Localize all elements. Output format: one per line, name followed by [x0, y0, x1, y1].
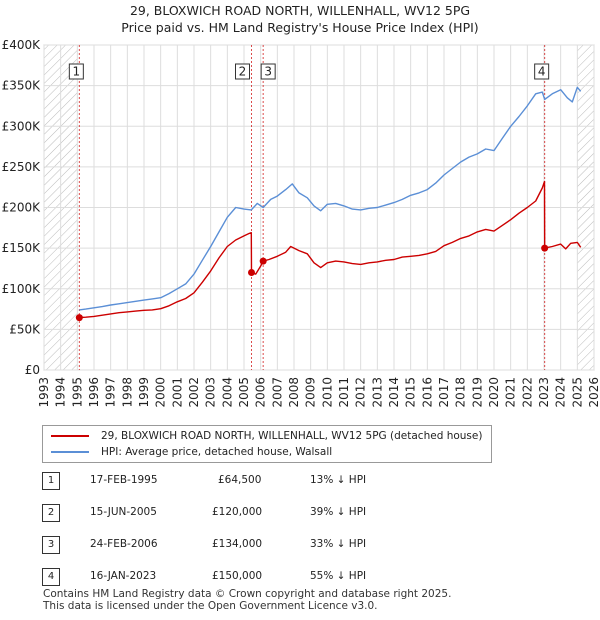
sale-badge-box — [68, 63, 84, 80]
y-tick-label: £50K — [9, 322, 41, 336]
title-address: 29, BLOXWICH ROAD NORTH, WILLENHALL, WV1… — [129, 3, 471, 18]
y-tick-label: £350K — [2, 79, 42, 93]
sale-hpi-diff: 33% ↓ HPI — [310, 538, 367, 550]
x-tick-label: 2015 — [404, 377, 418, 408]
sale-date: 15-JUN-2005 — [90, 506, 157, 518]
sale-row: 4 16-JAN-2023 £150,000 55% ↓ HPI — [42, 568, 402, 586]
sale-price: £120,000 — [212, 506, 263, 518]
chart-title: 29, BLOXWICH ROAD NORTH, WILLENHALL, WV1… — [0, 2, 600, 36]
sale-price: £134,000 — [212, 538, 263, 550]
sale-number-badge: 1 — [42, 472, 60, 490]
sale-number-badge: 4 — [42, 568, 60, 586]
x-tick-label: 2010 — [320, 377, 334, 408]
sale-badge-box — [235, 63, 250, 80]
y-tick-label: £100K — [2, 282, 42, 296]
sale-date: 16-JAN-2023 — [90, 570, 157, 582]
sale-badge-box — [260, 63, 276, 80]
x-tick-label: 2004 — [220, 377, 234, 408]
sale-badge-number: 3 — [264, 65, 272, 79]
x-tick-label: 2009 — [304, 377, 318, 408]
title-subtitle: Price paid vs. HM Land Registry's House … — [121, 20, 479, 35]
y-tick-label: £300K — [2, 119, 42, 133]
sale-row: 1 17-FEB-1995 £64,500 13% ↓ HPI — [42, 472, 402, 490]
x-tick-label: 1994 — [54, 377, 68, 408]
y-tick-label: £200K — [2, 201, 42, 215]
sale-hpi-diff: 13% ↓ HPI — [310, 474, 367, 486]
footer-copyright: Contains HM Land Registry data © Crown c… — [43, 588, 452, 600]
legend-label-hpi: HPI: Average price, detached house, Wals… — [101, 446, 333, 458]
sale-badge-number: 2 — [239, 65, 247, 79]
x-tick-label: 2002 — [187, 377, 201, 408]
x-tick-label: 2026 — [587, 377, 600, 408]
sale-row: 2 15-JUN-2005 £120,000 39% ↓ HPI — [42, 504, 402, 522]
x-tick-label: 2024 — [554, 377, 568, 408]
x-tick-label: 2017 — [437, 377, 451, 408]
x-tick-label: 2012 — [354, 377, 368, 408]
x-tick-label: 2008 — [287, 377, 301, 408]
footer-licence: This data is licensed under the Open Gov… — [43, 600, 378, 612]
sale-number-badge: 3 — [42, 536, 60, 554]
x-tick-label: 2006 — [254, 377, 268, 408]
y-tick-label: £150K — [2, 241, 42, 255]
series-line-hpi — [79, 86, 582, 311]
x-tick-label: 1993 — [37, 377, 51, 408]
x-tick-label: 2019 — [470, 377, 484, 408]
legend-swatch-hpi — [51, 451, 89, 453]
sale-badge-number: 1 — [73, 65, 81, 79]
x-tick-label: 2005 — [237, 377, 251, 408]
x-tick-label: 2000 — [154, 377, 168, 408]
sale-row: 3 24-FEB-2006 £134,000 33% ↓ HPI — [42, 536, 402, 554]
sale-price: £150,000 — [212, 570, 263, 582]
legend-item-hpi: HPI: Average price, detached house, Wals… — [51, 444, 332, 460]
footer: Contains HM Land Registry data © Crown c… — [43, 588, 451, 612]
sale-badge-number: 4 — [538, 65, 546, 79]
sale-date: 17-FEB-1995 — [90, 474, 158, 486]
x-tick-label: 2020 — [487, 377, 501, 408]
sale-point — [75, 314, 83, 322]
y-tick-label: £0 — [25, 363, 40, 377]
legend-item-property: 29, BLOXWICH ROAD NORTH, WILLENHALL, WV1… — [51, 428, 482, 444]
x-tick-label: 2011 — [337, 377, 351, 408]
x-tick-label: 1997 — [104, 377, 118, 408]
x-tick-label: 2021 — [504, 377, 518, 408]
sale-number-badge: 2 — [42, 504, 60, 522]
series-line-property — [79, 180, 582, 319]
x-tick-label: 2013 — [370, 377, 384, 408]
sale-hpi-diff: 55% ↓ HPI — [310, 570, 367, 582]
sale-hpi-diff: 39% ↓ HPI — [310, 506, 367, 518]
x-tick-label: 2023 — [537, 377, 551, 408]
price-chart: 1 2 3 4 £0 £50K £100K £150K £200K £250K £300K £350… — [2, 38, 600, 408]
sale-point — [541, 244, 549, 252]
x-tick-label: 2022 — [520, 377, 534, 408]
legend-label-property: 29, BLOXWICH ROAD NORTH, WILLENHALL, WV1… — [101, 430, 483, 442]
x-tick-label: 1999 — [137, 377, 151, 408]
x-tick-label: 2018 — [454, 377, 468, 408]
sale-price: £64,500 — [218, 474, 262, 486]
x-tick-label: 2025 — [570, 377, 584, 408]
y-tick-label: £400K — [2, 38, 42, 52]
x-tick-label: 1996 — [87, 377, 101, 408]
legend: 29, BLOXWICH ROAD NORTH, WILLENHALL, WV1… — [42, 425, 492, 463]
legend-swatch-property — [51, 435, 89, 437]
x-tick-label: 1995 — [70, 377, 84, 408]
x-tick-label: 2014 — [387, 377, 401, 408]
x-tick-label: 2001 — [170, 377, 184, 408]
x-tick-label: 2007 — [270, 377, 284, 408]
sale-point — [248, 269, 255, 276]
sale-point — [259, 257, 267, 265]
x-tick-label: 1998 — [120, 377, 134, 408]
x-tick-label: 2016 — [420, 377, 434, 408]
sale-badge-box — [534, 63, 550, 80]
y-tick-label: £250K — [2, 160, 42, 174]
x-tick-label: 2003 — [204, 377, 218, 408]
sale-date: 24-FEB-2006 — [90, 538, 158, 550]
